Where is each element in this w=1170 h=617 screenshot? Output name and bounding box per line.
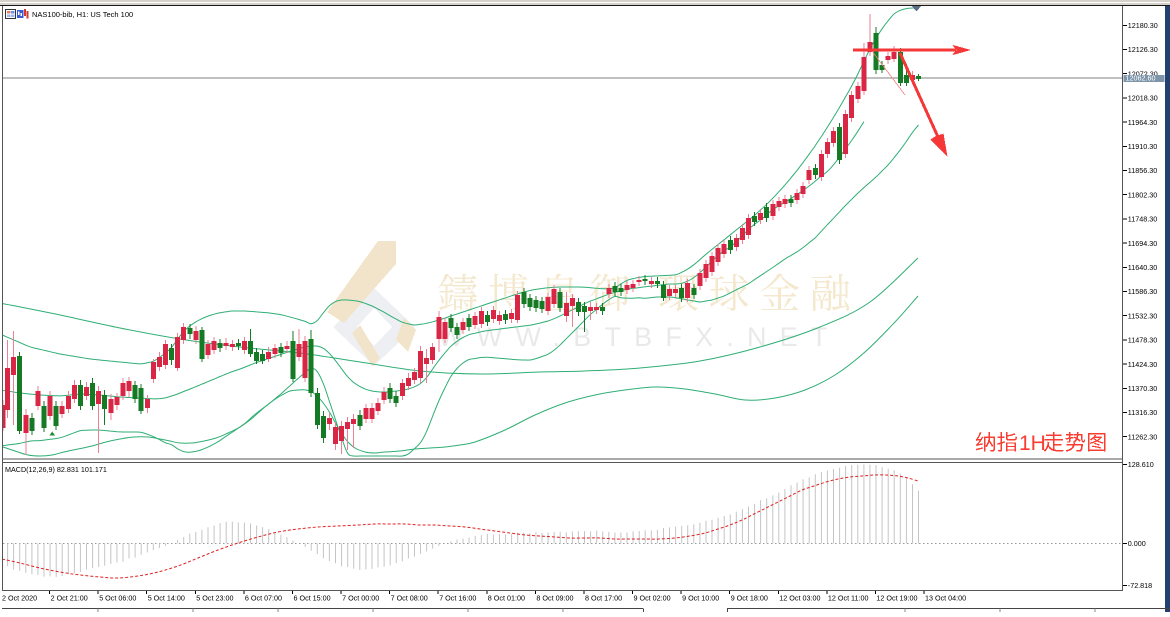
svg-text:11694.30: 11694.30 bbox=[1128, 239, 1157, 248]
svg-text:8 Oct 09:00: 8 Oct 09:00 bbox=[536, 594, 573, 603]
svg-text:11478.30: 11478.30 bbox=[1128, 336, 1157, 345]
svg-text:7 Oct 16:00: 7 Oct 16:00 bbox=[439, 594, 476, 603]
svg-text:11262.30: 11262.30 bbox=[1128, 432, 1157, 441]
svg-text:11964.30: 11964.30 bbox=[1128, 118, 1157, 127]
svg-text:11532.30: 11532.30 bbox=[1128, 311, 1157, 320]
svg-text:12 Oct 11:00: 12 Oct 11:00 bbox=[828, 594, 869, 603]
svg-text:-72.818: -72.818 bbox=[1128, 581, 1152, 590]
svg-text:12 Oct 19:00: 12 Oct 19:00 bbox=[876, 594, 917, 603]
svg-text:7 Oct 08:00: 7 Oct 08:00 bbox=[391, 594, 428, 603]
svg-text:5 Oct 23:00: 5 Oct 23:00 bbox=[196, 594, 233, 603]
svg-text:2 Oct 2020: 2 Oct 2020 bbox=[2, 594, 37, 603]
svg-text:12180.30: 12180.30 bbox=[1128, 21, 1158, 30]
svg-text:5 Oct 14:00: 5 Oct 14:00 bbox=[148, 594, 185, 603]
svg-text:12 Oct 03:00: 12 Oct 03:00 bbox=[779, 594, 820, 603]
svg-text:8 Oct 17:00: 8 Oct 17:00 bbox=[585, 594, 622, 603]
svg-text:MACD(12,26,9) 82.831 101.171: MACD(12,26,9) 82.831 101.171 bbox=[5, 465, 107, 474]
svg-text:12072.30: 12072.30 bbox=[1128, 69, 1158, 78]
svg-text:11856.30: 11856.30 bbox=[1128, 166, 1157, 175]
svg-text:11370.30: 11370.30 bbox=[1128, 384, 1157, 393]
svg-text:11910.30: 11910.30 bbox=[1128, 142, 1157, 151]
svg-text:NAS100-bib, H1: US Tech 100: NAS100-bib, H1: US Tech 100 bbox=[32, 10, 133, 19]
svg-text:6 Oct 07:00: 6 Oct 07:00 bbox=[245, 594, 282, 603]
svg-text:8 Oct 01:00: 8 Oct 01:00 bbox=[488, 594, 525, 603]
svg-text:9 Oct 18:00: 9 Oct 18:00 bbox=[731, 594, 768, 603]
svg-text:6 Oct 15:00: 6 Oct 15:00 bbox=[294, 594, 331, 603]
svg-text:11316.30: 11316.30 bbox=[1128, 408, 1157, 417]
svg-text:11640.30: 11640.30 bbox=[1128, 263, 1157, 272]
svg-text:11748.30: 11748.30 bbox=[1128, 215, 1157, 224]
svg-text:0.000: 0.000 bbox=[1128, 539, 1146, 548]
svg-text:WWW.BTBFX.NET: WWW.BTBFX.NET bbox=[438, 322, 841, 352]
svg-text:13 Oct 04:00: 13 Oct 04:00 bbox=[925, 594, 966, 603]
svg-text:1H: 1H bbox=[1019, 432, 1046, 455]
svg-text:128.610: 128.610 bbox=[1128, 460, 1154, 469]
svg-text:9 Oct 10:00: 9 Oct 10:00 bbox=[682, 594, 719, 603]
svg-text:11586.30: 11586.30 bbox=[1128, 287, 1157, 296]
svg-text:12018.30: 12018.30 bbox=[1128, 94, 1158, 103]
svg-text:7 Oct 00:00: 7 Oct 00:00 bbox=[342, 594, 379, 603]
svg-text:11802.30: 11802.30 bbox=[1128, 190, 1157, 199]
svg-text:9 Oct 02:00: 9 Oct 02:00 bbox=[634, 594, 671, 603]
svg-text:5 Oct 06:00: 5 Oct 06:00 bbox=[99, 594, 136, 603]
svg-text:11424.30: 11424.30 bbox=[1128, 360, 1157, 369]
svg-text:12062.60: 12062.60 bbox=[1126, 74, 1156, 83]
svg-text:12126.30: 12126.30 bbox=[1128, 45, 1158, 54]
svg-text:2 Oct 21:00: 2 Oct 21:00 bbox=[51, 594, 88, 603]
